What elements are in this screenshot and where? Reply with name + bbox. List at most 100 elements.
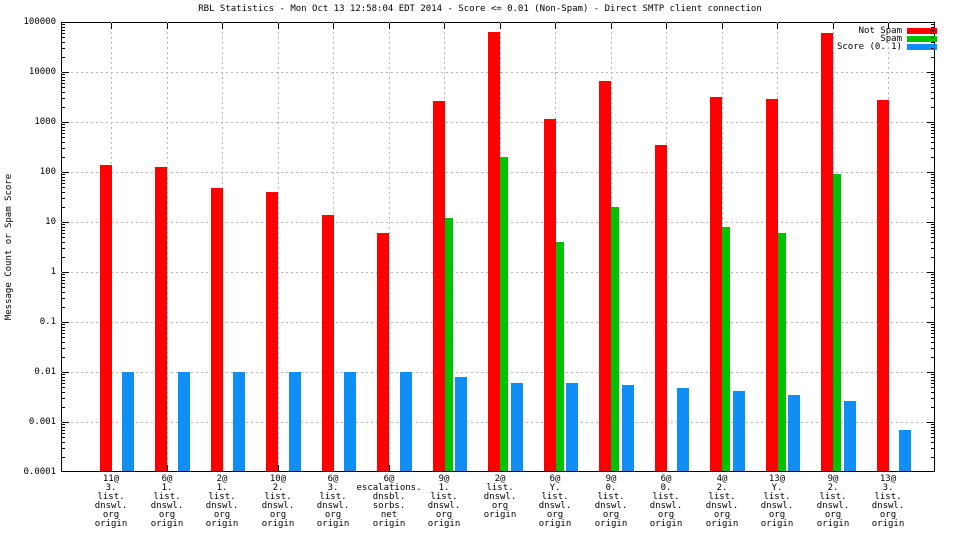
y-minor-tick <box>931 207 934 208</box>
y-minor-tick <box>62 298 65 299</box>
x-tick <box>777 23 778 29</box>
y-axis-title: Message Count or Spam Score <box>4 173 14 321</box>
y-tick-label: 0.1 <box>39 317 56 327</box>
y-major-tick <box>927 422 934 423</box>
y-minor-tick <box>931 337 934 338</box>
y-minor-tick <box>62 430 65 431</box>
y-minor-tick <box>62 130 65 131</box>
y-minor-tick <box>62 230 65 231</box>
y-minor-tick <box>931 177 934 178</box>
bar-not-spam <box>266 192 278 471</box>
bar-not-spam <box>488 32 500 471</box>
y-minor-tick <box>931 398 934 399</box>
y-minor-tick <box>931 98 934 99</box>
bar-score-0-1 <box>566 383 578 471</box>
y-minor-tick <box>931 30 934 31</box>
y-minor-tick <box>62 357 65 358</box>
y-minor-tick <box>62 30 65 31</box>
y-minor-tick <box>62 192 65 193</box>
y-minor-tick <box>931 333 934 334</box>
bar-spam <box>778 233 786 471</box>
x-tick-label: 2@ list. dnswl. org origin <box>483 474 517 520</box>
y-minor-tick <box>931 83 934 84</box>
y-major-tick <box>62 222 69 223</box>
bar-score-0-1 <box>677 388 689 471</box>
y-minor-tick <box>62 242 65 243</box>
y-major-tick <box>62 172 69 173</box>
y-minor-tick <box>931 257 934 258</box>
y-minor-tick <box>62 392 65 393</box>
y-minor-tick <box>62 280 65 281</box>
bar-not-spam <box>877 100 889 471</box>
y-minor-tick <box>931 24 934 25</box>
bar-not-spam <box>655 145 667 471</box>
legend-row: Score (0..1) <box>836 42 937 52</box>
legend-label: Score (0..1) <box>836 42 902 52</box>
legend-swatch <box>907 44 937 50</box>
y-minor-tick <box>62 37 65 38</box>
y-minor-tick <box>62 283 65 284</box>
y-minor-tick <box>931 192 934 193</box>
y-minor-tick <box>62 27 65 28</box>
bar-not-spam <box>821 33 833 471</box>
y-tick-label: 100000 <box>23 17 56 27</box>
y-minor-tick <box>931 448 934 449</box>
y-tick-label: 0.0001 <box>23 467 56 477</box>
x-tick-label: 9@ 1. list. dnswl. org origin <box>427 474 461 529</box>
bar-spam <box>500 157 508 471</box>
y-minor-tick <box>931 124 934 125</box>
bar-spam <box>556 242 564 471</box>
y-minor-tick <box>931 283 934 284</box>
y-major-tick <box>927 122 934 123</box>
y-minor-tick <box>931 242 934 243</box>
y-minor-tick <box>931 427 934 428</box>
bar-score-0-1 <box>289 372 301 471</box>
y-minor-tick <box>62 257 65 258</box>
y-tick-label: 10 <box>45 217 56 227</box>
y-minor-tick <box>62 142 65 143</box>
y-minor-tick <box>62 33 65 34</box>
y-minor-tick <box>62 127 65 128</box>
y-minor-tick <box>62 80 65 81</box>
vertical-gridline <box>167 22 168 472</box>
x-tick-label: 6@ 0. list. dnswl. org origin <box>649 474 683 529</box>
y-minor-tick <box>931 277 934 278</box>
legend-label: Spam <box>880 34 902 44</box>
y-minor-tick <box>931 357 934 358</box>
y-minor-tick <box>62 183 65 184</box>
y-minor-tick <box>62 237 65 238</box>
y-minor-tick <box>62 437 65 438</box>
bar-not-spam <box>433 101 445 471</box>
y-minor-tick <box>931 130 934 131</box>
legend-swatch <box>907 36 937 42</box>
x-tick-label: 6@ 1. list. dnswl. org origin <box>150 474 184 529</box>
x-tick <box>389 465 390 471</box>
vertical-gridline <box>278 22 279 472</box>
y-minor-tick <box>931 433 934 434</box>
x-tick <box>333 23 334 29</box>
x-tick-label: 11@ 3. list. dnswl. org origin <box>94 474 128 529</box>
y-minor-tick <box>62 324 65 325</box>
y-minor-tick <box>931 383 934 384</box>
y-minor-tick <box>62 42 65 43</box>
y-minor-tick <box>62 157 65 158</box>
x-tick <box>278 465 279 471</box>
y-minor-tick <box>931 180 934 181</box>
y-major-tick <box>927 372 934 373</box>
y-minor-tick <box>931 183 934 184</box>
x-tick <box>722 23 723 29</box>
y-minor-tick <box>62 424 65 425</box>
x-tick <box>167 23 168 29</box>
y-minor-tick <box>62 327 65 328</box>
y-minor-tick <box>931 42 934 43</box>
y-minor-tick <box>62 387 65 388</box>
y-tick-label: 0.01 <box>34 367 56 377</box>
y-minor-tick <box>931 457 934 458</box>
y-minor-tick <box>931 137 934 138</box>
y-minor-tick <box>62 224 65 225</box>
bar-not-spam <box>211 188 223 471</box>
y-minor-tick <box>62 133 65 134</box>
y-minor-tick <box>62 187 65 188</box>
x-tick <box>833 23 834 29</box>
y-tick-label: 1000 <box>34 117 56 127</box>
